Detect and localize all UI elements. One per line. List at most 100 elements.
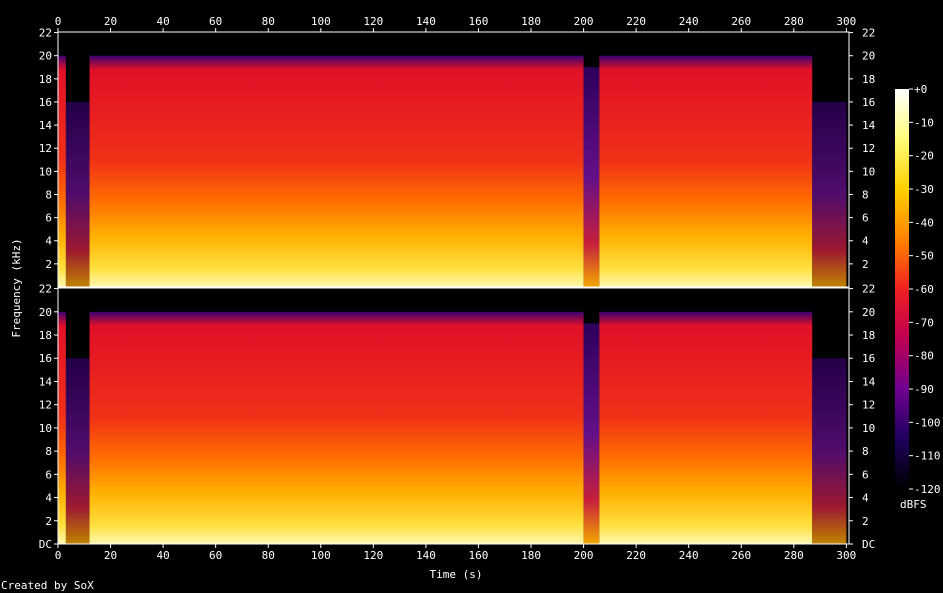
colorbar-tick-label: -40: [914, 216, 934, 229]
colorbar-tick-label: -10: [914, 116, 934, 129]
spectrogram-segment: [58, 311, 66, 544]
y-tick-label-left: 22: [39, 283, 52, 296]
y-tick-label-right: 14: [862, 119, 876, 132]
y-tick-label-right: 2: [862, 258, 869, 271]
spectrogram-segment: [583, 323, 600, 544]
created-by-credit: Created by SoX: [1, 579, 94, 592]
colorbar-label: dBFS: [900, 498, 927, 511]
y-tick-label-left: 16: [39, 96, 52, 109]
x-tick-label-bottom: 120: [363, 549, 383, 562]
y-tick-label-left: 20: [39, 306, 52, 319]
y-tick-label-right: 14: [862, 375, 876, 388]
y-tick-label-right: 20: [862, 50, 875, 63]
x-tick-label-top: 200: [574, 15, 594, 28]
spectrogram-segment: [812, 101, 847, 287]
spectrogram-segment: [65, 358, 90, 544]
y-tick-label-left: 16: [39, 352, 52, 365]
y-tick-label-left: 8: [45, 445, 52, 458]
x-tick-label-bottom: 20: [104, 549, 117, 562]
y-tick-label-left: 12: [39, 142, 52, 155]
colorbar-tick-label: -60: [914, 283, 934, 296]
y-tick-label-left: 2: [45, 258, 52, 271]
y-tick-label-right: 6: [862, 212, 869, 225]
x-tick-label-top: 100: [311, 15, 331, 28]
y-tick-label-left: 14: [39, 375, 53, 388]
y-tick-label-left: 6: [45, 468, 52, 481]
y-tick-label-right: 12: [862, 142, 875, 155]
x-tick-label-top: 60: [209, 15, 222, 28]
x-tick-label-bottom: 80: [262, 549, 275, 562]
y-tick-label-right: 16: [862, 96, 875, 109]
spectrogram-segment: [599, 55, 813, 287]
y-tick-label-right: 2: [862, 515, 869, 528]
y-tick-label-right: 10: [862, 165, 875, 178]
spectrogram-segment: [65, 101, 90, 287]
y-tick-label-left: 4: [45, 492, 52, 505]
y-tick-label-left: 2: [45, 515, 52, 528]
y-tick-label-left: 4: [45, 235, 52, 248]
x-tick-label-bottom: 200: [574, 549, 594, 562]
x-tick-label-top: 180: [521, 15, 541, 28]
y-tick-label-right: 18: [862, 329, 875, 342]
spectrogram-segment: [58, 55, 66, 287]
colorbar-tick-label: -100: [914, 416, 941, 429]
x-tick-label-bottom: 280: [784, 549, 804, 562]
x-tick-label-top: 260: [731, 15, 751, 28]
x-tick-label-top: 20: [104, 15, 117, 28]
x-tick-label-top: 140: [416, 15, 436, 28]
y-tick-label-right: 22: [862, 27, 875, 40]
y-tick-label-right: 4: [862, 235, 869, 248]
y-axis-label: Frequency (kHz): [10, 238, 23, 337]
y-tick-label-right: 6: [862, 468, 869, 481]
x-tick-label-bottom: 260: [731, 549, 751, 562]
x-tick-label-bottom: 220: [626, 549, 646, 562]
colorbar-tick-label: -50: [914, 250, 934, 263]
x-tick-label-bottom: 40: [156, 549, 169, 562]
y-tick-label-left: 6: [45, 212, 52, 225]
colorbar-tick-label: -120: [914, 483, 941, 496]
y-tick-label-right: 12: [862, 399, 875, 412]
y-tick-label-right: 8: [862, 445, 869, 458]
x-tick-label-bottom: 60: [209, 549, 222, 562]
colorbar-tick-label: -20: [914, 150, 934, 163]
y-tick-label-left: 12: [39, 399, 52, 412]
x-tick-label-bottom: 240: [679, 549, 699, 562]
x-tick-label-bottom: 160: [469, 549, 489, 562]
y-tick-label-right: 10: [862, 422, 875, 435]
panel-1-frame: [57, 31, 850, 288]
x-tick-label-top: 220: [626, 15, 646, 28]
colorbar-tick-label: -30: [914, 183, 934, 196]
y-tick-label-right: DC: [862, 538, 875, 551]
x-tick-label-top: 280: [784, 15, 804, 28]
colorbar: [895, 89, 909, 489]
colorbar-tick-label: -90: [914, 383, 934, 396]
y-tick-label-left: 20: [39, 50, 52, 63]
y-tick-label-left: 10: [39, 422, 52, 435]
y-tick-label-right: 4: [862, 492, 869, 505]
x-tick-label-top: 120: [363, 15, 383, 28]
y-tick-label-right: 16: [862, 352, 875, 365]
x-tick-label-bottom: 100: [311, 549, 331, 562]
spectrogram-segment: [89, 311, 584, 544]
y-tick-label-right: 22: [862, 283, 875, 296]
y-tick-label-right: 18: [862, 73, 875, 86]
x-tick-label-bottom: 0: [55, 549, 62, 562]
x-tick-label-top: 80: [262, 15, 275, 28]
y-tick-label-left: 22: [39, 27, 52, 40]
x-tick-label-top: 160: [469, 15, 489, 28]
y-tick-label-left: 14: [39, 119, 53, 132]
spectrogram-segment: [599, 311, 813, 544]
x-axis-label: Time (s): [430, 568, 483, 581]
colorbar-tick-label: -80: [914, 350, 934, 363]
y-tick-label-left: 18: [39, 73, 52, 86]
colorbar-tick-label: -110: [914, 450, 941, 463]
spectrogram-segment: [89, 55, 584, 287]
spectrogram-segment: [812, 358, 847, 544]
x-tick-label-top: 300: [836, 15, 856, 28]
x-tick-label-bottom: 300: [836, 549, 856, 562]
x-tick-label-top: 40: [156, 15, 169, 28]
panel-2-frame: [57, 287, 850, 545]
x-tick-label-bottom: 140: [416, 549, 436, 562]
y-tick-label-left: 18: [39, 329, 52, 342]
